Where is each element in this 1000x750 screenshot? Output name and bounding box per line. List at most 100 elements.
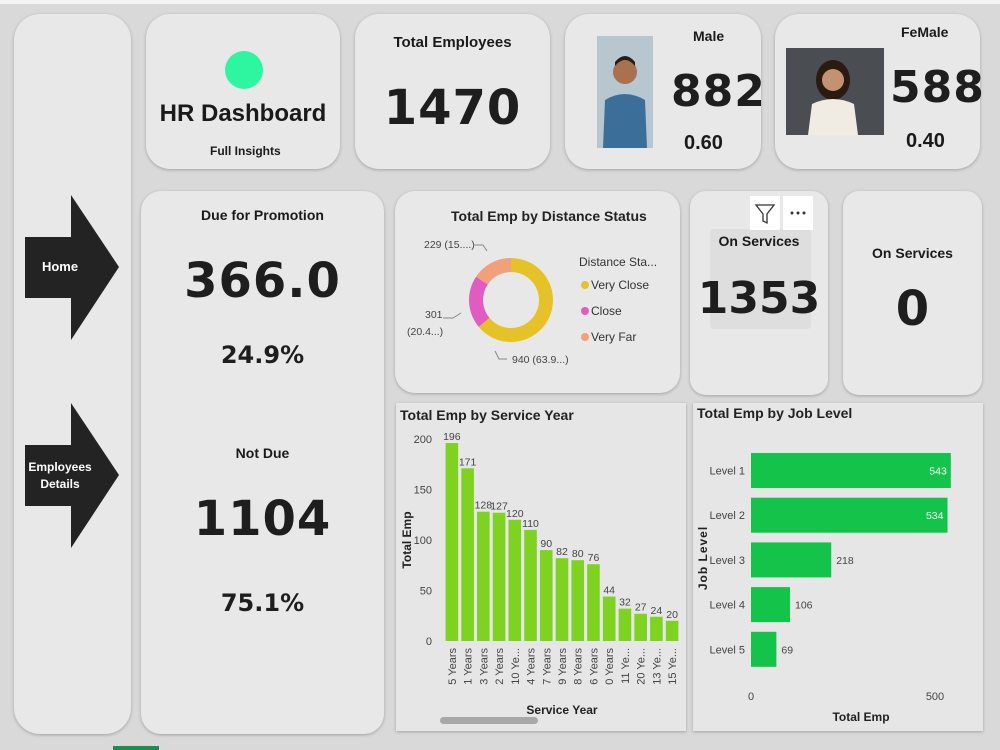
- y-tick-label: Level 1: [710, 466, 745, 478]
- bar-data-label: 32: [619, 597, 631, 609]
- donut-chart: Distance Sta... Very Close Close Very Fa…: [407, 239, 657, 366]
- bar-data-label: 196: [443, 431, 461, 443]
- female-ratio: 0.40: [906, 130, 945, 152]
- x-tick-label: 8 Years: [573, 648, 585, 685]
- male-label: Male: [693, 28, 725, 44]
- bar[interactable]: [445, 443, 459, 641]
- bar[interactable]: [751, 587, 791, 623]
- data-label-close-2: (20.4...): [407, 326, 443, 338]
- x-tick-label: 6 Years: [588, 648, 600, 685]
- x-tick-label: 7 Years: [541, 648, 553, 685]
- home-nav-button[interactable]: Home: [25, 195, 119, 340]
- bar[interactable]: [461, 468, 474, 641]
- x-tick-label: 0 Years: [604, 648, 616, 685]
- x-tick-label: 15 Ye...: [667, 648, 679, 685]
- male-ratio: 0.60: [684, 132, 723, 154]
- bar-data-label: 90: [540, 538, 552, 550]
- y-tick-label: Level 3: [710, 555, 745, 567]
- x-tick-label: 2 Years: [494, 648, 506, 685]
- bar[interactable]: [751, 542, 832, 578]
- donut-slice-very-close[interactable]: [478, 258, 553, 342]
- employees-details-nav-button[interactable]: Employees Details: [25, 403, 119, 548]
- bar-data-label: 69: [781, 644, 793, 656]
- filter-button[interactable]: [750, 196, 780, 230]
- donut-slice-very-far[interactable]: [476, 258, 511, 285]
- x-tick-label: 10 Ye...: [510, 648, 522, 685]
- bottom-tab-indicator: [113, 746, 159, 750]
- bar[interactable]: [477, 511, 490, 641]
- x-tick-label: 5 Years: [447, 648, 459, 685]
- leader-line-close: [443, 312, 462, 319]
- arrow-right-icon: [25, 195, 119, 340]
- bar[interactable]: [634, 613, 647, 641]
- bar[interactable]: [524, 529, 537, 641]
- bar-data-label: 218: [836, 555, 854, 567]
- x-tick-label: 9 Years: [557, 648, 569, 685]
- on-services-value: 1353: [697, 273, 821, 324]
- x-tick-label: 1 Years: [463, 648, 475, 685]
- legend-swatch-very-far: [581, 333, 589, 341]
- legend-very-close: Very Close: [591, 278, 649, 292]
- bar[interactable]: [751, 497, 948, 533]
- bar[interactable]: [602, 596, 616, 641]
- data-label-close-1: 301: [425, 309, 443, 321]
- y-tick-label: 100: [414, 535, 432, 547]
- employees-label-line2: Details: [40, 477, 80, 491]
- total-employees-card: Total Employees 1470: [355, 14, 550, 169]
- total-employees-value: 1470: [383, 80, 522, 136]
- accent-dot: [225, 51, 263, 89]
- x-tick-label: 4 Years: [526, 648, 538, 685]
- bar-data-label: 110: [522, 518, 539, 530]
- bar[interactable]: [539, 550, 553, 641]
- bar[interactable]: [492, 512, 506, 641]
- donut-slice-close[interactable]: [469, 276, 490, 327]
- male-person-icon: [597, 36, 653, 148]
- more-options-button[interactable]: [783, 196, 813, 230]
- female-person-icon: [786, 48, 884, 135]
- service-year-chart-title: Total Emp by Service Year: [400, 407, 574, 423]
- top-edge: [0, 0, 1000, 4]
- x-tick-label: 20 Ye...: [636, 648, 648, 685]
- female-value: 588: [890, 62, 985, 113]
- bar[interactable]: [508, 519, 522, 641]
- bar-data-label: 76: [588, 552, 600, 564]
- promotion-card: Due for Promotion 366.0 24.9% Not Due 11…: [141, 191, 384, 734]
- employees-label-line1: Employees: [28, 460, 92, 474]
- bar[interactable]: [555, 558, 569, 641]
- on-services-2-label: On Services: [872, 245, 953, 261]
- bar-data-label: 127: [490, 501, 508, 513]
- nav-sidebar: [14, 14, 131, 734]
- y-tick-label: 50: [420, 586, 432, 598]
- service-year-chart-panel: Total Emp by Service Year 0 50 100 150 200 To…: [396, 403, 686, 731]
- distance-chart-card: Total Emp by Distance Status Distance St…: [395, 191, 680, 393]
- legend-swatch-very-close: [581, 281, 589, 289]
- bar-data-label: 27: [635, 602, 647, 614]
- bar-data-label: 171: [459, 456, 477, 468]
- female-card: FeMale 588 0.40: [775, 14, 984, 169]
- bar[interactable]: [571, 560, 585, 641]
- female-label: FeMale: [901, 24, 949, 40]
- horizontal-scrollbar[interactable]: [440, 717, 538, 724]
- title-card: HR Dashboard Full Insights: [146, 14, 340, 169]
- on-services-2-value: 0: [895, 281, 930, 337]
- bar[interactable]: [751, 453, 951, 488]
- filter-icon: [754, 204, 776, 225]
- bar-data-label: 82: [556, 546, 568, 558]
- x-axis-label: Service Year: [526, 703, 598, 717]
- y-tick-label: Level 2: [710, 510, 745, 522]
- bar-data-label: 106: [795, 600, 813, 612]
- y-axis-label: Total Emp: [400, 511, 414, 568]
- bar[interactable]: [665, 620, 679, 641]
- bar-data-label: 534: [926, 510, 944, 522]
- bar[interactable]: [650, 616, 663, 641]
- arrow-right-icon: [25, 403, 119, 548]
- x-tick-label: 11 Ye...: [620, 648, 632, 684]
- legend-very-far: Very Far: [591, 330, 636, 344]
- bar[interactable]: [618, 608, 632, 641]
- bar-data-label: 120: [506, 508, 524, 520]
- not-due-value: 1104: [193, 491, 332, 547]
- bar[interactable]: [751, 631, 777, 667]
- service-year-chart: 0 50 100 150 200 Total Emp 196 5 Years 171 1 Year…: [400, 431, 679, 717]
- male-avatar: [597, 36, 653, 148]
- bar[interactable]: [587, 564, 600, 641]
